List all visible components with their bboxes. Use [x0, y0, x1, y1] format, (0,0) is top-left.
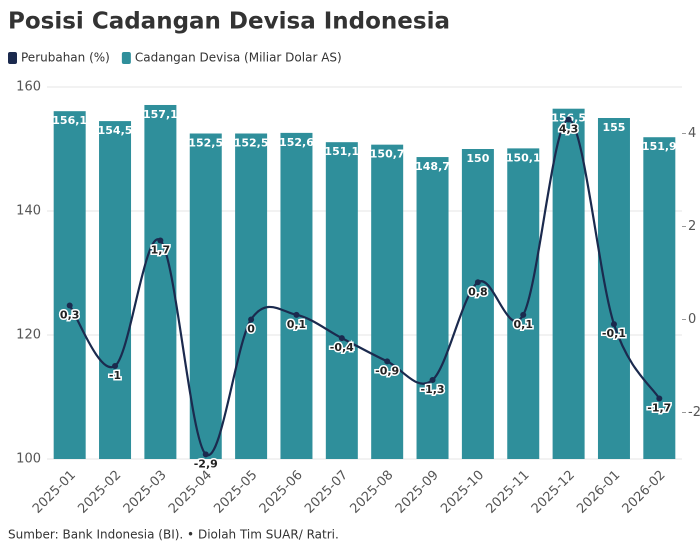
- bar: [461, 149, 494, 459]
- line-point: [384, 358, 391, 365]
- bar: [144, 104, 177, 459]
- bar: [325, 142, 358, 459]
- bar-label: 151,9: [642, 140, 677, 153]
- legend-label: Cadangan Devisa (Miliar Dolar AS): [135, 51, 342, 65]
- bar: [643, 137, 676, 459]
- y2-tick-label: 0: [688, 312, 696, 327]
- y-tick-label: 100: [16, 452, 41, 467]
- line-point: [656, 395, 663, 402]
- bar: [280, 132, 313, 459]
- x-tick-label: 2025-12: [529, 468, 578, 517]
- y2-tick-label: -2: [688, 405, 700, 420]
- line-point: [610, 321, 617, 328]
- line-label: -1,3: [421, 383, 445, 396]
- chart-title: Posisi Cadangan Devisa Indonesia: [8, 9, 450, 35]
- x-tick-label: 2025-06: [257, 468, 306, 517]
- bar-label: 148,7: [415, 160, 450, 173]
- line-point: [565, 116, 572, 123]
- x-tick-label: 2026-02: [620, 468, 669, 517]
- line-point: [202, 451, 209, 458]
- bar: [416, 157, 449, 459]
- line-point: [112, 363, 119, 369]
- line-label: -1,7: [647, 402, 671, 415]
- bar: [507, 148, 540, 459]
- bar-label: 155: [602, 121, 625, 134]
- bar-label: 151,1: [324, 145, 359, 158]
- bar-label: 157,1: [143, 108, 178, 121]
- y-tick-label: 120: [16, 328, 41, 343]
- line-point: [248, 316, 255, 323]
- x-tick-label: 2025-05: [211, 468, 260, 517]
- line-label: -0,1: [602, 327, 626, 340]
- x-tick-label: 2025-04: [166, 468, 215, 517]
- x-tick-label: 2026-01: [574, 468, 623, 517]
- bar-label: 152,5: [188, 137, 223, 150]
- bar: [53, 111, 86, 460]
- bar: [99, 121, 132, 459]
- legend-label: Perubahan (%): [21, 51, 110, 65]
- line-point: [66, 302, 73, 309]
- line-label: 0: [247, 323, 255, 336]
- source: Sumber: Bank Indonesia (BI). • Diolah Ti…: [8, 528, 339, 542]
- legend-swatch: [8, 52, 17, 64]
- line-label: 4,3: [559, 123, 579, 136]
- line-point: [520, 311, 527, 318]
- line-label: 0,3: [60, 309, 80, 322]
- x-tick-label: 2025-09: [393, 468, 442, 517]
- y2-tick-label: 2: [688, 219, 696, 234]
- bar-label: 154,5: [98, 124, 133, 137]
- line-point: [157, 237, 164, 244]
- bar-label: 152,6: [279, 136, 314, 149]
- bar-label: 150,7: [370, 148, 405, 161]
- bar-label: 152,5: [234, 137, 269, 150]
- legend-swatch: [121, 52, 131, 64]
- bar: [235, 133, 268, 459]
- x-tick-label: 2025-03: [121, 468, 170, 517]
- line-point: [293, 311, 300, 318]
- line-point: [338, 335, 345, 342]
- y2-tick-label: 4: [688, 126, 696, 141]
- line-label: 1,7: [151, 243, 171, 256]
- bar: [597, 118, 630, 459]
- y-tick-label: 140: [16, 204, 41, 219]
- line-label: -0,9: [375, 364, 399, 377]
- x-tick-label: 2025-07: [302, 468, 351, 517]
- x-tick-label: 2025-02: [75, 468, 124, 517]
- y-tick-label: 160: [16, 80, 41, 95]
- bar-label: 156,1: [52, 114, 87, 127]
- bar: [552, 108, 585, 459]
- line-label: -2,9: [194, 457, 218, 470]
- bar-label: 150,1: [506, 151, 541, 164]
- x-tick-label: 2025-11: [484, 468, 533, 517]
- x-tick-label: 2025-01: [30, 468, 79, 517]
- line-point: [474, 279, 481, 286]
- line-label: -0,4: [330, 341, 354, 354]
- line-point: [429, 376, 436, 383]
- bar: [189, 133, 222, 459]
- x-tick-label: 2025-10: [438, 468, 487, 517]
- bar: [371, 144, 404, 459]
- bar-label: 150: [466, 152, 489, 165]
- x-tick-label: 2025-08: [347, 468, 396, 517]
- line-label: 0,1: [287, 318, 307, 331]
- line-label: 0,8: [468, 285, 488, 298]
- line-label: 0,1: [514, 318, 534, 331]
- line-label: -1: [109, 369, 121, 382]
